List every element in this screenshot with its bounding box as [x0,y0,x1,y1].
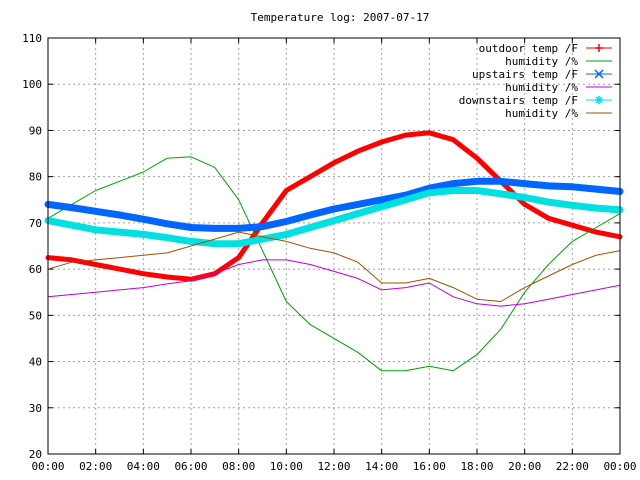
legend-marker [595,44,603,52]
x-tick-label: 00:00 [31,460,64,473]
x-tick-label: 18:00 [460,460,493,473]
x-tick-label: 04:00 [127,460,160,473]
x-tick-label: 22:00 [556,460,589,473]
legend-label: humidity /% [505,55,578,68]
series-line-3 [44,177,624,232]
x-tick-label: 16:00 [413,460,446,473]
y-tick-label: 50 [29,309,42,322]
legend-label: upstairs temp /F [472,68,578,81]
y-tick-label: 110 [22,32,42,45]
x-tick-label: 20:00 [508,460,541,473]
x-tick-label: 00:00 [603,460,636,473]
x-tick-label: 12:00 [317,460,350,473]
plot-frame [47,37,621,455]
series-line-5 [44,187,624,248]
legend-marker [594,69,604,79]
series-line-6 [47,231,621,302]
series-line-1 [45,130,623,282]
y-tick-label: 60 [29,263,42,276]
y-tick-label: 90 [29,124,42,137]
y-tick-label: 40 [29,356,42,369]
x-tick-label: 02:00 [79,460,112,473]
y-tick-label: 80 [29,171,42,184]
y-tick-label: 100 [22,78,42,91]
axes: 20 30 40 50 60 70 80 90 100 110 00:00 02:00 04:00 06:… [22,32,636,473]
series-lines [44,130,624,372]
chart-title: Temperature log: 2007-07-17 [251,11,430,24]
x-tick-label: 06:00 [174,460,207,473]
y-tick-label: 20 [29,448,42,461]
legend-label: humidity /% [505,107,578,120]
y-tick-label: 30 [29,402,42,415]
legend-marker [595,96,603,104]
y-tick-label: 70 [29,217,42,230]
series-line-2 [47,156,621,372]
x-tick-label: 14:00 [365,460,398,473]
series-line-4 [47,259,621,307]
legend-label: downstairs temp /F [459,94,578,107]
legend-label: humidity /% [505,81,578,94]
legend-label: outdoor temp /F [479,42,578,55]
x-tick-label: 08:00 [222,460,255,473]
x-tick-label: 10:00 [270,460,303,473]
